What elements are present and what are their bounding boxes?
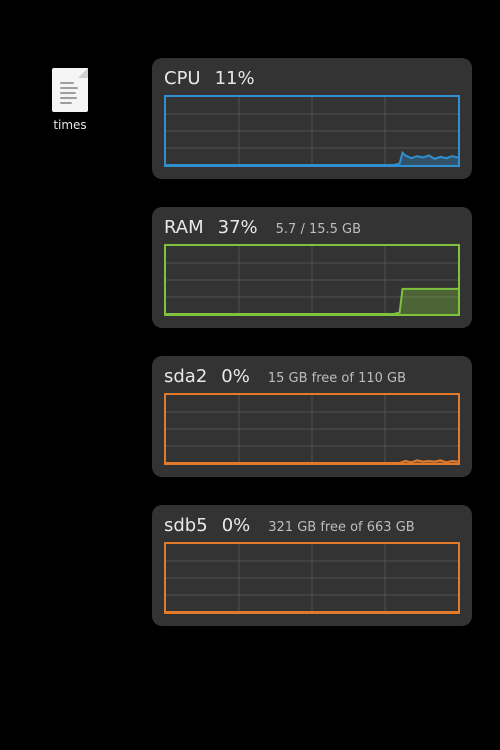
monitor-chart: [164, 244, 460, 316]
monitor-value: 0%: [221, 366, 250, 387]
monitor-detail: 15 GB free of 110 GB: [268, 371, 406, 386]
system-monitor-widgets: CPU 11% RAM 37% 5.7 / 15.5 GB sda2 0% 15 GB fre…: [152, 58, 472, 626]
monitor-title: sdb5: [164, 515, 208, 536]
monitor-detail: 5.7 / 15.5 GB: [276, 222, 361, 237]
monitor-panel-sda2[interactable]: sda2 0% 15 GB free of 110 GB: [152, 356, 472, 477]
text-file-icon: [52, 68, 88, 112]
monitor-chart: [164, 542, 460, 614]
desktop-file-label: times: [38, 118, 102, 132]
monitor-panel-header: RAM 37% 5.7 / 15.5 GB: [164, 217, 460, 238]
monitor-chart: [164, 393, 460, 465]
desktop-file-icon[interactable]: times: [38, 68, 102, 132]
monitor-panel-cpu[interactable]: CPU 11%: [152, 58, 472, 179]
monitor-title: RAM: [164, 217, 204, 238]
monitor-panel-sdb5[interactable]: sdb5 0% 321 GB free of 663 GB: [152, 505, 472, 626]
monitor-panel-header: sdb5 0% 321 GB free of 663 GB: [164, 515, 460, 536]
monitor-panel-header: sda2 0% 15 GB free of 110 GB: [164, 366, 460, 387]
monitor-value: 37%: [218, 217, 258, 238]
monitor-value: 0%: [222, 515, 251, 536]
monitor-title: CPU: [164, 68, 201, 89]
monitor-title: sda2: [164, 366, 207, 387]
monitor-panel-ram[interactable]: RAM 37% 5.7 / 15.5 GB: [152, 207, 472, 328]
monitor-chart: [164, 95, 460, 167]
monitor-detail: 321 GB free of 663 GB: [268, 520, 414, 535]
monitor-panel-header: CPU 11%: [164, 68, 460, 89]
monitor-value: 11%: [215, 68, 255, 89]
